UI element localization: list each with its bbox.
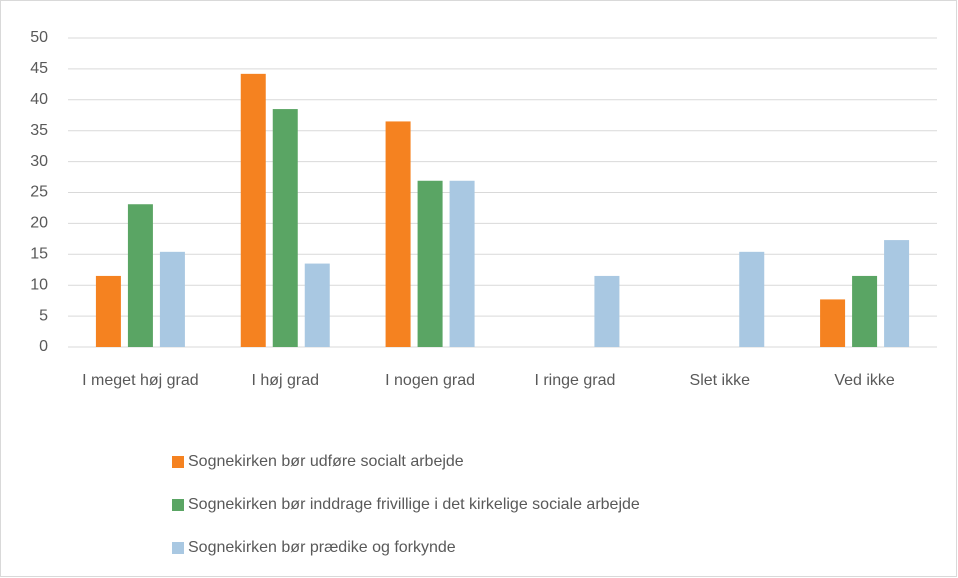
y-tick-label: 15 (30, 246, 48, 263)
y-tick-label: 50 (30, 29, 48, 46)
y-tick-label: 10 (30, 276, 48, 293)
x-tick-label: Slet ikke (689, 372, 750, 389)
bar (159, 251, 185, 347)
legend-swatch (172, 542, 184, 554)
bar (95, 275, 121, 347)
y-tick-label: 25 (30, 184, 48, 201)
legend-label: Sognekirken bør prædike og forkynde (188, 539, 456, 556)
bar (127, 204, 153, 347)
bar (449, 180, 475, 347)
bar (852, 275, 878, 347)
y-tick-label: 45 (30, 60, 48, 77)
legend-label: Sognekirken bør udføre socialt arbejde (188, 453, 464, 470)
x-tick-label: I nogen grad (385, 372, 475, 389)
y-tick-label: 0 (39, 338, 48, 355)
legend-label: Sognekirken bør inddrage frivillige i de… (188, 496, 640, 513)
x-tick-label: I ringe grad (534, 372, 616, 389)
legend-swatch (172, 499, 184, 511)
x-tick-label: I meget høj grad (82, 372, 199, 389)
bar (304, 263, 330, 347)
bar (594, 275, 620, 347)
y-tick-label: 20 (30, 215, 48, 232)
x-tick-label: Ved ikke (834, 372, 895, 389)
y-tick-label: 40 (30, 91, 48, 108)
bar (820, 299, 846, 347)
bar (385, 121, 411, 348)
bar (240, 73, 266, 348)
y-tick-label: 35 (30, 122, 48, 139)
bar (739, 251, 765, 347)
bar (884, 240, 910, 347)
legend-swatch (172, 456, 184, 468)
x-tick-label: I høj grad (251, 372, 320, 389)
bar (417, 180, 443, 347)
y-tick-label: 5 (39, 307, 48, 324)
y-tick-label: 30 (30, 153, 48, 170)
bar (272, 109, 298, 347)
